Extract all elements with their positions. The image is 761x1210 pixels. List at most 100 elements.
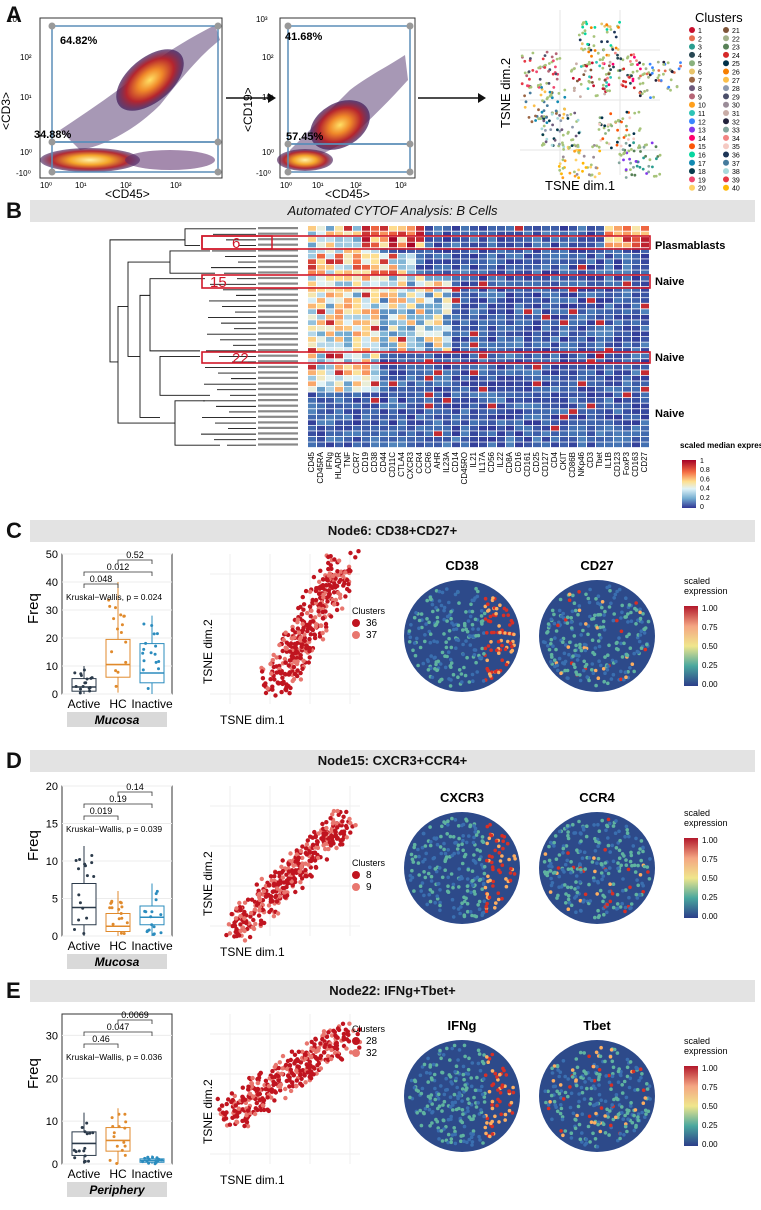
heatmap-cell: [533, 353, 541, 359]
marker-point: [466, 1072, 471, 1076]
heatmap-cell: [578, 414, 586, 420]
heatmap-cell: [551, 226, 559, 231]
marker-point: [571, 822, 575, 827]
heatmap-cell: [335, 348, 343, 353]
tsne-point: [304, 842, 310, 847]
heatmap-cell: [443, 381, 451, 387]
tsne-point: [263, 1078, 269, 1083]
data-point: [147, 928, 151, 932]
heatmap-cell: [632, 281, 640, 287]
heatmap-cell: [380, 253, 388, 259]
heatmap-cell: [389, 231, 397, 237]
heatmap-cell: [434, 309, 442, 315]
tsne-point: [267, 909, 272, 915]
heatmap-cell: [470, 314, 478, 320]
heatmap-cell: [623, 275, 631, 281]
marker-point: [578, 862, 582, 867]
marker-point: [485, 824, 490, 829]
box: [71, 883, 97, 926]
heatmap-cell: [479, 264, 487, 270]
heatmap-cell: [515, 359, 523, 364]
marker-point: [468, 643, 473, 647]
row-label-mark: [258, 387, 298, 391]
heatmap-cell: [326, 420, 334, 426]
heatmap-cell: [569, 425, 577, 431]
marker-point: [624, 652, 629, 657]
clusters-legend-title: Clusters: [352, 606, 386, 616]
heatmap-cell: [497, 403, 505, 409]
tsne-point: [598, 64, 602, 68]
marker-point: [635, 878, 639, 882]
heatmap-cell: [389, 226, 397, 231]
marker-point: [575, 672, 579, 677]
heatmap-cell: [596, 425, 604, 431]
marker-point: [429, 1076, 434, 1080]
marker-point: [584, 834, 589, 839]
tsne-point: [335, 569, 340, 574]
heatmap-cell: [470, 436, 478, 442]
heatmap-cell: [371, 298, 379, 303]
row-label-mark: [258, 249, 298, 252]
heatmap-cell: [533, 431, 541, 437]
marker-point: [490, 865, 495, 869]
marker-point: [493, 906, 497, 910]
data-point: [122, 614, 126, 618]
heatmap-cell: [488, 425, 496, 431]
row-label-mark: [258, 243, 298, 246]
marker-point: [449, 645, 454, 650]
tsne-point: [546, 96, 549, 99]
marker-point: [643, 647, 648, 652]
heatmap-cell: [452, 436, 460, 442]
heatmap-cell: [605, 287, 613, 292]
cluster-swatch: [352, 1049, 360, 1057]
heatmap-cell: [560, 309, 568, 315]
heatmap-cell: [389, 392, 397, 398]
marker-point: [438, 900, 442, 905]
heatmap-cell: [407, 259, 415, 265]
marker-point: [573, 648, 577, 653]
tsne-point: [304, 1041, 310, 1046]
marker-label: CCR6: [424, 451, 433, 473]
heatmap-cell: [380, 359, 388, 364]
heatmap-cell: [524, 226, 532, 231]
marker-point: [433, 900, 438, 905]
marker-point: [510, 648, 515, 653]
tsne-point: [612, 65, 615, 69]
heatmap-cell: [560, 337, 568, 342]
heatmap-cell: [479, 375, 487, 381]
marker-point: [472, 835, 476, 840]
tsne-point: [326, 566, 331, 572]
marker-point: [486, 874, 490, 879]
data-point: [157, 667, 160, 671]
data-point: [107, 598, 111, 602]
heatmap-cell: [308, 353, 316, 359]
marker-point: [582, 850, 587, 855]
marker-label: CCR7: [352, 451, 361, 473]
heatmap-cell: [461, 270, 469, 276]
heatmap-cell: [461, 320, 469, 326]
marker-point: [566, 907, 571, 911]
heatmap-cell: [560, 403, 568, 409]
marker-point: [563, 668, 567, 673]
tsne-point: [610, 146, 613, 150]
heatmap-cell: [614, 386, 622, 392]
heatmap-cell: [434, 337, 442, 342]
tsne-point: [666, 61, 670, 65]
marker-point: [428, 595, 433, 600]
tsne-point: [652, 174, 656, 178]
heatmap-cell: [542, 425, 550, 431]
tsne-point: [604, 73, 608, 76]
marker-point: [416, 861, 421, 865]
heatmap-cell: [443, 314, 451, 320]
tsne-point: [263, 690, 269, 696]
tsne-point: [297, 637, 302, 642]
marker-point: [421, 859, 425, 864]
heatmap-cell: [641, 287, 649, 292]
heatmap-cell: [569, 331, 577, 337]
marker-labels: CD45 CD45RA IFNg HLADR TNF CCR7 CD19 CD38 CD44 CD…: [307, 451, 649, 484]
marker-point: [431, 856, 436, 861]
data-point: [81, 906, 85, 910]
marker-point: [472, 853, 476, 857]
marker-point: [634, 622, 638, 626]
tsne-point: [233, 1103, 238, 1108]
